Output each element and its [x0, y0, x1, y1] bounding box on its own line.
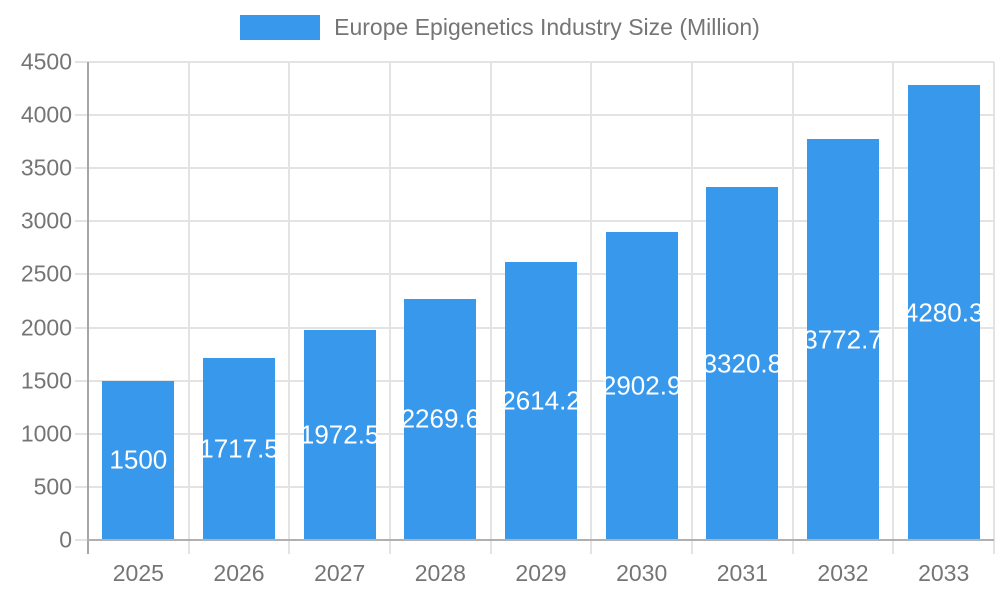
- y-axis-tick-label: 4000: [20, 101, 72, 128]
- bar-value-label: 1500: [109, 444, 168, 475]
- x-axis-tick-label: 2031: [716, 560, 768, 586]
- y-axis-line: [87, 62, 89, 554]
- bar-2026[interactable]: 1717.5: [199, 357, 279, 540]
- bar-value-label: 3772.7: [803, 324, 883, 355]
- bar-2033[interactable]: 4280.3: [904, 85, 983, 540]
- gridline-horizontal: [75, 167, 994, 170]
- y-axis-tick-label: 2000: [20, 314, 72, 341]
- x-axis-tick-label: 2025: [112, 560, 164, 586]
- x-axis-tick-label: 2033: [918, 560, 970, 586]
- bar-value-label: 2614.2: [501, 385, 581, 416]
- gridline-horizontal: [75, 61, 994, 63]
- gridline-vertical: [187, 62, 190, 554]
- gridline-vertical: [892, 62, 895, 554]
- chart-legend: Europe Epigenetics Industry Size (Millio…: [0, 14, 1000, 41]
- gridline-vertical: [389, 62, 391, 554]
- bar-2025[interactable]: 1500: [102, 380, 175, 540]
- gridline-vertical: [590, 62, 593, 554]
- gridline-vertical: [993, 62, 995, 554]
- x-axis-line: [87, 539, 994, 541]
- legend-label: Europe Epigenetics Industry Size (Millio…: [334, 14, 760, 40]
- bar-value-label: 3320.8: [702, 348, 783, 379]
- x-axis-tick-label: 2028: [414, 560, 466, 586]
- legend-item-series[interactable]: Europe Epigenetics Industry Size (Millio…: [240, 14, 760, 41]
- x-axis-tick-label: 2032: [817, 560, 869, 586]
- y-axis-tick-label: 1000: [20, 420, 72, 447]
- bar-2032[interactable]: 3772.7: [803, 139, 883, 540]
- x-axis-tick-label: 2029: [515, 560, 567, 586]
- bar-2028[interactable]: 2269.6: [401, 298, 480, 540]
- bar-value-label: 2269.6: [400, 403, 481, 434]
- gridline-vertical: [791, 62, 794, 554]
- bar-2031[interactable]: 3320.8: [703, 187, 782, 540]
- x-axis-tick-label: 2030: [616, 560, 668, 586]
- bar-value-label: 1717.5: [199, 433, 279, 464]
- gridline-vertical: [288, 62, 291, 554]
- bar-value-label: 1972.5: [299, 419, 380, 450]
- y-axis-tick-label: 3000: [20, 207, 72, 234]
- x-axis-tick-label: 2027: [314, 560, 366, 586]
- y-axis-tick-label: 4500: [20, 48, 72, 75]
- legend-swatch-icon: [240, 15, 321, 40]
- gridline-horizontal: [75, 220, 994, 223]
- bar-2027[interactable]: 1972.5: [300, 330, 379, 540]
- x-axis-tick-label: 2026: [213, 560, 265, 586]
- y-axis-tick-label: 0: [59, 526, 72, 553]
- gridline-vertical: [691, 62, 693, 554]
- gridline-vertical: [489, 62, 492, 554]
- bar-value-label: 4280.3: [903, 297, 984, 328]
- bar-value-label: 2902.9: [601, 370, 682, 401]
- bar-2029[interactable]: 2614.2: [501, 262, 581, 540]
- bar-2030[interactable]: 2902.9: [602, 231, 681, 540]
- plot-area: 1500 1717.5 1972.5 2269.6 2614.2 2902.9 3320.8…: [75, 61, 995, 554]
- y-axis-tick-label: 500: [33, 473, 72, 500]
- gridline-horizontal: [75, 114, 994, 117]
- y-axis-tick-label: 1500: [20, 367, 72, 394]
- y-axis-tick-label: 3500: [20, 154, 72, 181]
- y-axis-tick-label: 2500: [20, 260, 72, 287]
